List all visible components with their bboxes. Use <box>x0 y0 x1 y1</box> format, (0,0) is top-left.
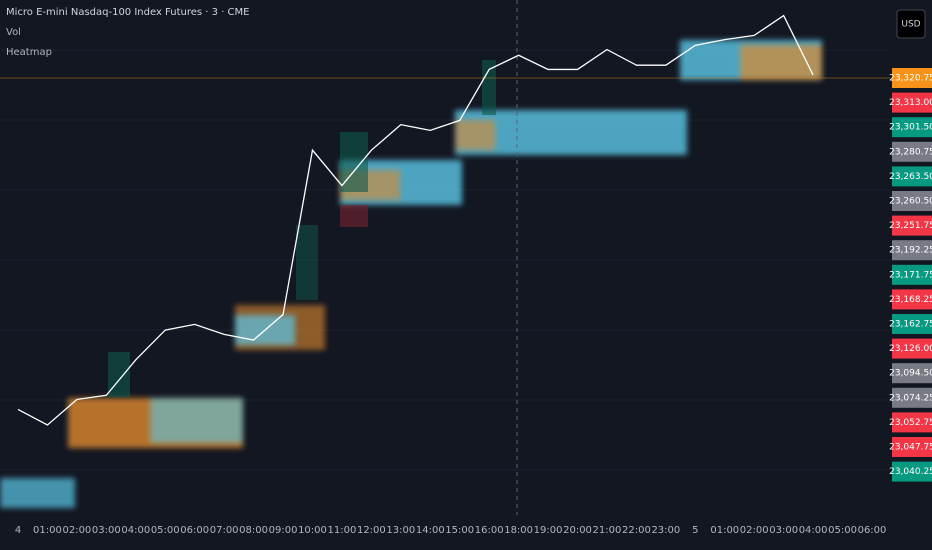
x-tick-label: 06:00 <box>858 525 887 536</box>
price-tag-label: 23,040.25 <box>889 467 932 477</box>
x-tick-label: 01:00 <box>710 525 739 536</box>
price-line <box>17 14 814 426</box>
price-tag <box>892 412 932 433</box>
price-tag-label: 23,260.50 <box>889 197 932 207</box>
x-tick-label: 09:00 <box>269 525 298 536</box>
x-tick-label: 05:00 <box>151 525 180 536</box>
x-tick-label: 04:00 <box>799 525 828 536</box>
price-tag-label: 23,126.00 <box>889 344 932 354</box>
currency[interactable]: USD <box>901 20 920 30</box>
price-tag <box>892 289 932 310</box>
x-tick-label: 15:00 <box>445 525 474 536</box>
x-tick-label: 03:00 <box>92 525 121 536</box>
price-tag-label: 23,168.25 <box>889 295 932 305</box>
x-tick-label: 20:00 <box>563 525 592 536</box>
price-tag-label: 23,251.75 <box>889 221 932 231</box>
price-tag-label: 23,320.75 <box>889 74 932 84</box>
price-tag <box>892 240 932 261</box>
price-tag <box>892 215 932 236</box>
price-tag <box>892 363 932 384</box>
price-tag <box>892 264 932 285</box>
x-tick-label: 08:00 <box>239 525 268 536</box>
price-tag <box>892 338 932 359</box>
price-tag-label: 23,263.50 <box>889 172 932 182</box>
x-tick-label: 10:00 <box>298 525 327 536</box>
x-tick-label: 05:00 <box>828 525 857 536</box>
currency-button[interactable] <box>896 9 926 39</box>
x-tick-label: 04:00 <box>121 525 150 536</box>
price-tag <box>892 117 932 138</box>
x-tick-label: 01:00 <box>33 525 62 536</box>
price-tag-label: 23,074.25 <box>889 393 932 403</box>
price-tag <box>892 68 932 88</box>
price-tag <box>892 141 932 162</box>
price-tag-label: 23,047.75 <box>889 443 932 453</box>
x-tick-label: 23:00 <box>651 525 680 536</box>
price-tag-label: 23,162.75 <box>889 320 932 330</box>
price-tag <box>892 437 932 457</box>
price-tag-label: 23,171.75 <box>889 270 932 280</box>
price-tag <box>892 92 932 113</box>
x-tick-label: 11:00 <box>328 525 357 536</box>
price-tag-label: 23,192.25 <box>889 246 932 256</box>
x-tick-label: 4 <box>15 525 21 536</box>
price-tag-label: 23,280.75 <box>889 147 932 157</box>
plot <box>17 14 814 426</box>
x-tick-label: 21:00 <box>593 525 622 536</box>
x-tick-label: 02:00 <box>62 525 91 536</box>
price-tag <box>892 314 932 334</box>
x-tick-label: 06:00 <box>180 525 209 536</box>
chart-title: Micro E-mini Nasdaq-100 Index Futures · … <box>6 7 249 18</box>
x-tick-label: 19:00 <box>534 525 563 536</box>
price-tag <box>892 166 932 187</box>
x-tick-label: 22:00 <box>622 525 651 536</box>
x-tick-label: 07:00 <box>210 525 239 536</box>
x-tick-label: 18:00 <box>504 525 533 536</box>
price-tag-label: 23,313.00 <box>889 98 932 108</box>
price-tag-label: 23,301.50 <box>889 123 932 133</box>
x-tick-label: 03:00 <box>769 525 798 536</box>
x-tick-label: 13:00 <box>386 525 415 536</box>
x-tick-label: 02:00 <box>740 525 769 536</box>
x-tick-label: 16:00 <box>475 525 504 536</box>
price-tag <box>892 191 932 211</box>
x-tick-label: 12:00 <box>357 525 386 536</box>
x-tick-label: 14:00 <box>416 525 445 536</box>
price-tag <box>892 387 932 408</box>
indicator: Heatmap <box>6 47 52 58</box>
price-tag-label: 23,052.75 <box>889 418 932 428</box>
price-tag <box>892 461 932 482</box>
price-tag-label: 23,094.50 <box>889 369 932 379</box>
indicator: Vol <box>6 27 21 38</box>
x-tick-label: 5 <box>692 525 698 536</box>
heatmap <box>0 40 822 508</box>
